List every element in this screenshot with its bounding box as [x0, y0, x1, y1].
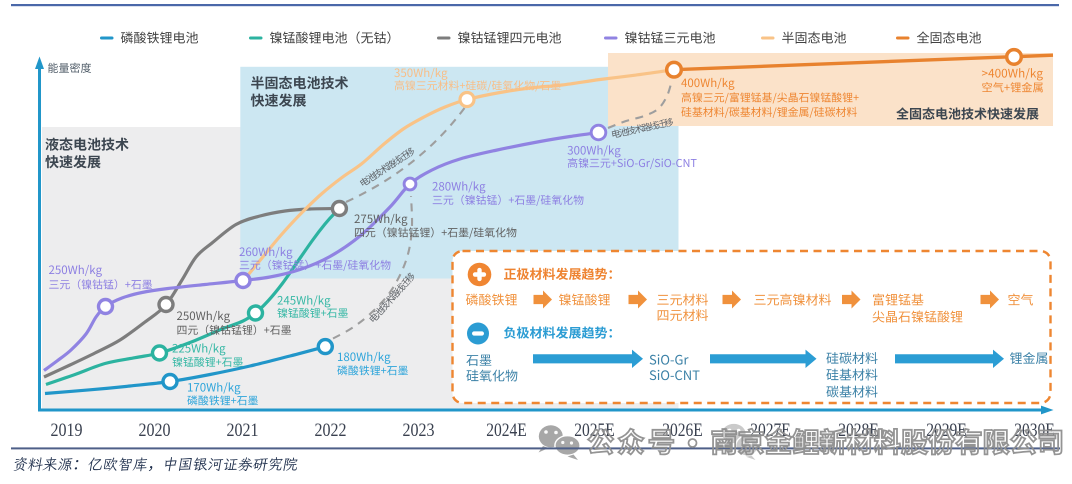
svg-text:2020: 2020 [139, 420, 171, 441]
svg-text:2024E: 2024E [486, 420, 527, 441]
svg-text:2022: 2022 [315, 420, 347, 441]
svg-text:2026E: 2026E [662, 420, 703, 441]
svg-text:2023: 2023 [403, 420, 435, 441]
svg-text:2019: 2019 [51, 420, 83, 441]
svg-text:2021: 2021 [227, 420, 259, 441]
